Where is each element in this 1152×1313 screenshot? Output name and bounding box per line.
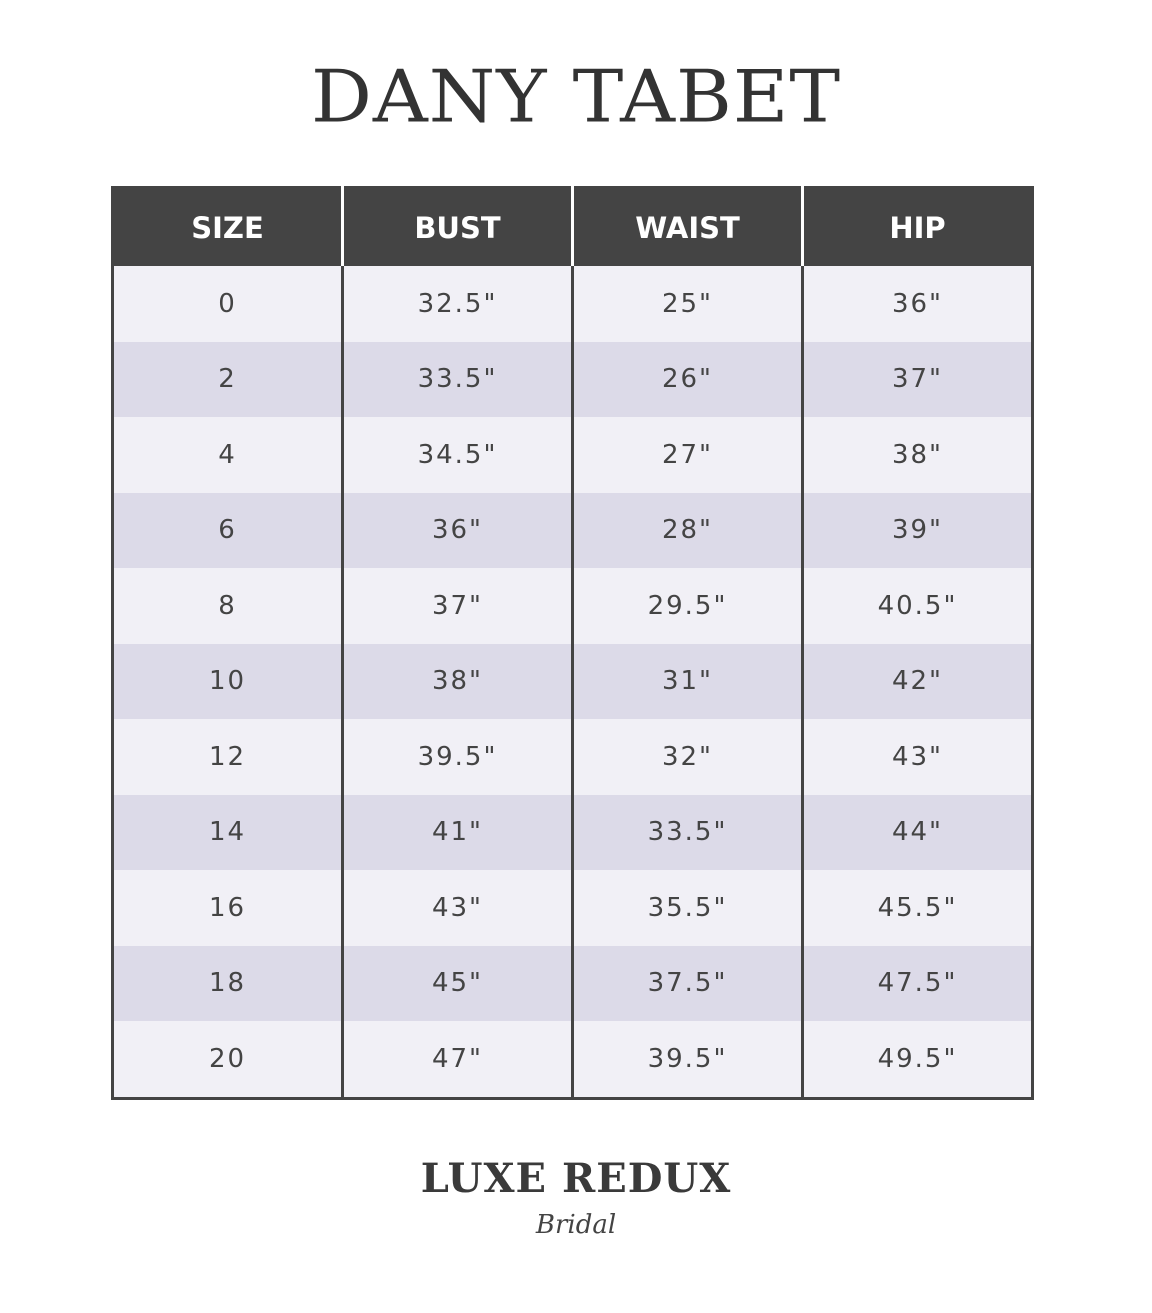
table-row: 12 39.5" 32" 43" (112, 719, 1033, 795)
table-cell-waist: 29.5" (571, 568, 803, 644)
table-cell-bust: 33.5" (341, 341, 573, 417)
table-cell-hip: 42" (801, 643, 1033, 719)
table-cell-size: 18 (112, 945, 343, 1021)
column-header-size: SIZE (112, 187, 343, 266)
brand-logo: LUXE REDUX Bridal (0, 1155, 1152, 1265)
table-cell-waist: 31" (571, 643, 803, 719)
page-title: DANY TABET (310, 54, 842, 139)
table-cell-waist: 27" (571, 417, 803, 493)
table-row: 20 47" 39.5" 49.5" (112, 1021, 1033, 1098)
table-row: 14 41" 33.5" 44" (112, 794, 1033, 870)
table-cell-size: 0 (112, 266, 343, 342)
table-cell-bust: 34.5" (341, 417, 573, 493)
table-cell-bust: 45" (341, 945, 573, 1021)
table-cell-waist: 32" (571, 719, 803, 795)
table-cell-hip: 37" (801, 341, 1033, 417)
column-header-hip: HIP (801, 187, 1033, 266)
table-cell-waist: 25" (571, 266, 803, 342)
table-row: 2 33.5" 26" 37" (112, 341, 1033, 417)
table-cell-waist: 33.5" (571, 794, 803, 870)
table-cell-waist: 37.5" (571, 945, 803, 1021)
table-cell-size: 2 (112, 341, 343, 417)
table-cell-hip: 36" (801, 266, 1033, 342)
table-cell-hip: 49.5" (801, 1021, 1033, 1098)
table-row: 4 34.5" 27" 38" (112, 417, 1033, 493)
table-cell-size: 20 (112, 1021, 343, 1098)
table-cell-size: 16 (112, 870, 343, 946)
table-row: 6 36" 28" 39" (112, 492, 1033, 568)
table-cell-bust: 37" (341, 568, 573, 644)
column-header-waist: WAIST (571, 187, 803, 266)
logo-main-text: LUXE REDUX (420, 1155, 732, 1202)
table-cell-hip: 44" (801, 794, 1033, 870)
table-cell-bust: 36" (341, 492, 573, 568)
table-cell-hip: 47.5" (801, 945, 1033, 1021)
table-row: 8 37" 29.5" 40.5" (112, 568, 1033, 644)
table-cell-hip: 39" (801, 492, 1033, 568)
table-cell-hip: 40.5" (801, 568, 1033, 644)
table-cell-bust: 32.5" (341, 266, 573, 342)
table-cell-hip: 38" (801, 417, 1033, 493)
table-cell-size: 8 (112, 568, 343, 644)
table-cell-size: 4 (112, 417, 343, 493)
table-cell-size: 10 (112, 643, 343, 719)
table-row: 18 45" 37.5" 47.5" (112, 945, 1033, 1021)
table-cell-waist: 39.5" (571, 1021, 803, 1098)
table-row: 16 43" 35.5" 45.5" (112, 870, 1033, 946)
table-cell-size: 14 (112, 794, 343, 870)
table-cell-hip: 45.5" (801, 870, 1033, 946)
table-cell-bust: 38" (341, 643, 573, 719)
table-cell-waist: 35.5" (571, 870, 803, 946)
table-cell-bust: 47" (341, 1021, 573, 1098)
table-cell-bust: 39.5" (341, 719, 573, 795)
table-cell-hip: 43" (801, 719, 1033, 795)
table-cell-waist: 28" (571, 492, 803, 568)
table-cell-bust: 43" (341, 870, 573, 946)
column-header-bust: BUST (341, 187, 573, 266)
table-row: 10 38" 31" 42" (112, 643, 1033, 719)
size-chart-table: SIZE BUST WAIST HIP 0 32.5" 25" 36" 2 33.5" 26" 37… (111, 186, 1034, 1100)
table-row: 0 32.5" 25" 36" (112, 266, 1033, 342)
table-cell-waist: 26" (571, 341, 803, 417)
table-cell-bust: 41" (341, 794, 573, 870)
logo-sub-text: Bridal (535, 1210, 617, 1240)
table-header-row: SIZE BUST WAIST HIP (112, 187, 1033, 266)
table-cell-size: 6 (112, 492, 343, 568)
table-cell-size: 12 (112, 719, 343, 795)
